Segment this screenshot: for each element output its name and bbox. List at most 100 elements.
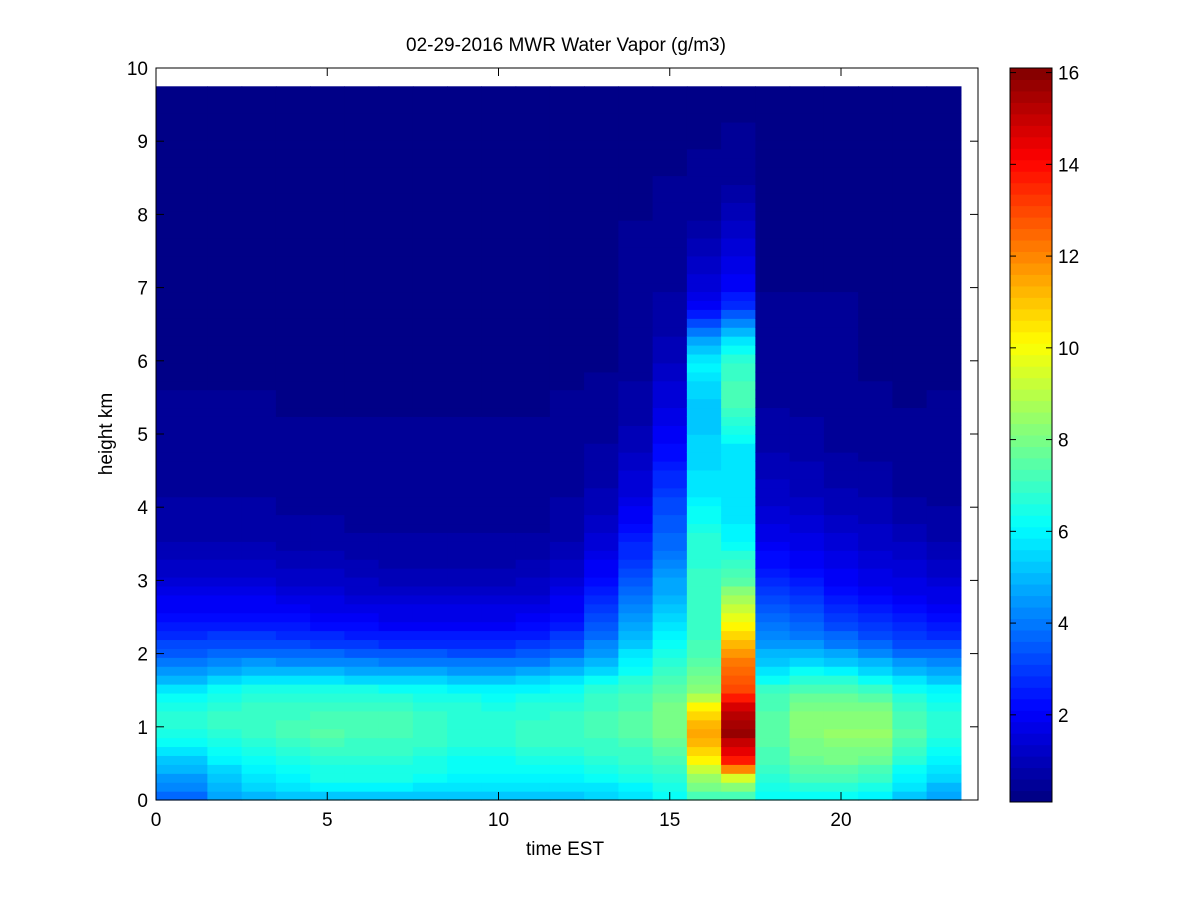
heatmap-cell [447, 443, 482, 453]
heatmap-cell [156, 104, 208, 114]
heatmap-cell [892, 130, 928, 141]
heatmap-cell [344, 630, 380, 641]
heatmap-cell [892, 255, 928, 266]
heatmap-cell [584, 246, 619, 257]
heatmap-cell [789, 86, 825, 96]
colorbar-swatch [1010, 435, 1052, 447]
heatmap-cell [156, 487, 208, 498]
heatmap-cell [378, 371, 414, 382]
heatmap-cell [755, 380, 791, 391]
heatmap-cell [721, 782, 756, 792]
heatmap-cell [652, 380, 688, 391]
heatmap-cell [789, 764, 825, 774]
heatmap-cell [241, 220, 277, 230]
heatmap-cell [755, 621, 791, 632]
heatmap-cell [584, 710, 619, 721]
heatmap-cell [310, 86, 345, 96]
heatmap-cell [275, 576, 311, 587]
heatmap-cell [584, 568, 619, 578]
heatmap-cell [858, 291, 893, 302]
heatmap-cell [412, 701, 448, 712]
heatmap-cell [926, 398, 962, 409]
heatmap-cell [344, 130, 380, 141]
heatmap-cell [515, 603, 551, 614]
heatmap-cell [823, 737, 859, 748]
heatmap-cell [412, 318, 448, 328]
heatmap-cell [481, 496, 517, 507]
heatmap-cell [156, 309, 208, 319]
heatmap-cell [755, 113, 791, 123]
heatmap-cell [549, 300, 585, 310]
heatmap-cell [618, 568, 654, 578]
colorbar-swatch [1010, 503, 1052, 516]
heatmap-cell [823, 434, 859, 444]
heatmap-cell [755, 657, 791, 667]
heatmap-cell [207, 318, 243, 328]
heatmap-cell [515, 282, 551, 293]
heatmap-cell [584, 496, 619, 507]
heatmap-cell [310, 523, 345, 533]
heatmap-cell [584, 130, 619, 141]
heatmap-cell [618, 166, 654, 177]
heatmap-cell [515, 309, 551, 319]
heatmap-cell [686, 237, 722, 248]
heatmap-cell [892, 371, 928, 382]
heatmap-cell [858, 309, 893, 319]
heatmap-cell [275, 648, 311, 658]
heatmap-cell [344, 425, 380, 435]
heatmap-cell [858, 95, 893, 105]
heatmap-cell [789, 550, 825, 560]
heatmap-cell [618, 300, 654, 310]
heatmap-cell [412, 532, 448, 542]
heatmap-cell [584, 487, 619, 498]
heatmap-cell [412, 113, 448, 123]
x-axis: 0 5 10 15 20 [151, 68, 852, 831]
heatmap-cell [618, 175, 654, 186]
heatmap-cell [481, 130, 517, 141]
heatmap-cell [378, 630, 414, 641]
heatmap-cell [275, 773, 311, 783]
heatmap-cell [892, 166, 928, 177]
heatmap-cell [789, 371, 825, 382]
colorbar-swatch [1010, 721, 1052, 734]
heatmap-cell [721, 568, 756, 578]
heatmap-cell [618, 719, 654, 730]
heatmap-cell [344, 657, 380, 667]
heatmap-cell [823, 157, 859, 168]
heatmap-cell [755, 229, 791, 239]
heatmap-cell [378, 532, 414, 542]
heatmap-cell [447, 371, 482, 382]
heatmap-cell [652, 273, 688, 284]
heatmap-cell [344, 773, 380, 783]
heatmap-cell [926, 389, 962, 400]
heatmap-cell [892, 460, 928, 471]
heatmap-cell [207, 764, 243, 774]
heatmap-cell [686, 523, 722, 533]
heatmap-cell [412, 175, 448, 186]
heatmap-cell [652, 710, 688, 721]
heatmap-cell [789, 746, 825, 756]
heatmap-cell [447, 594, 482, 605]
heatmap-cell [241, 505, 277, 516]
heatmap-cell [241, 782, 277, 792]
heatmap-cell [686, 282, 722, 293]
heatmap-cell [378, 701, 414, 712]
heatmap-cell [858, 229, 893, 239]
heatmap-cell [858, 710, 893, 721]
heatmap-cell [447, 469, 482, 480]
heatmap-cell [721, 612, 756, 623]
heatmap-cell [549, 782, 585, 792]
heatmap-cell [823, 639, 859, 649]
heatmap-cell [344, 639, 380, 649]
heatmap-cell [310, 630, 345, 641]
heatmap-cell [515, 478, 551, 489]
heatmap-cell [378, 202, 414, 212]
heatmap-cell [481, 746, 517, 756]
heatmap-cell [156, 710, 208, 721]
heatmap-cell [926, 202, 962, 212]
heatmap-cell [447, 701, 482, 712]
heatmap-cell [926, 130, 962, 141]
heatmap-cell [926, 166, 962, 177]
heatmap-cell [344, 336, 380, 346]
heatmap-cell [310, 282, 345, 293]
